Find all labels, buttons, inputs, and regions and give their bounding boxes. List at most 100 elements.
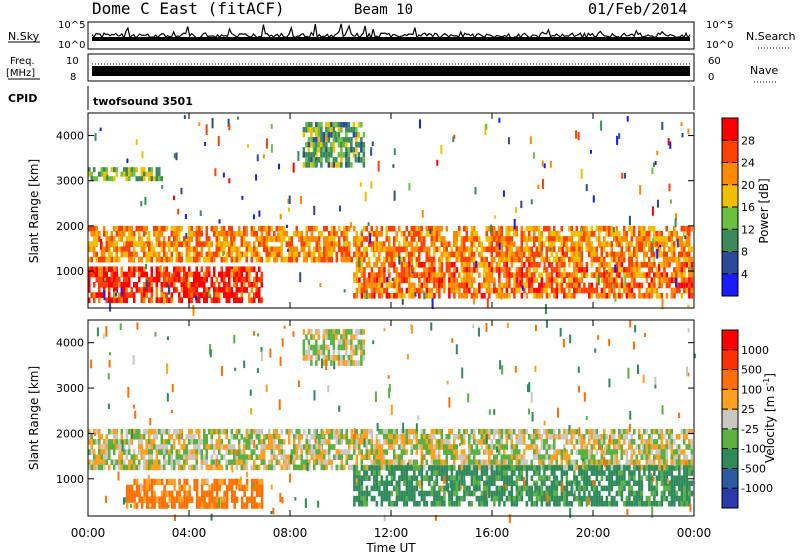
heatmap-cell <box>573 261 576 268</box>
heatmap-cell <box>360 485 364 492</box>
heatmap-speckle <box>541 178 544 190</box>
heatmap-cell <box>98 292 101 298</box>
heatmap-cell <box>673 231 676 237</box>
heatmap-cell <box>433 454 436 461</box>
heatmap-cell <box>340 251 343 258</box>
heatmap-cell <box>463 261 466 268</box>
heatmap-cell <box>555 490 559 497</box>
heatmap-cell <box>480 495 484 502</box>
heatmap-cell <box>205 464 208 471</box>
heatmap-speckle <box>183 115 186 119</box>
heatmap-cell <box>605 485 609 492</box>
heatmap-speckle <box>657 278 660 288</box>
heatmap-cell <box>378 272 381 278</box>
heatmap-cell <box>553 490 556 497</box>
heatmap-cell <box>250 496 254 503</box>
heatmap-cell <box>633 231 636 237</box>
heatmap-cell <box>98 271 101 278</box>
heatmap-cell <box>583 267 586 273</box>
heatmap-cell <box>638 272 641 278</box>
heatmap-speckle <box>408 183 411 191</box>
heatmap-cell <box>205 292 208 298</box>
heatmap-cell <box>352 147 356 153</box>
heatmap-cell <box>493 480 496 487</box>
heatmap-cell <box>315 241 318 247</box>
heatmap-cell <box>568 256 571 263</box>
heatmap-cell <box>628 272 631 278</box>
heatmap-cell <box>348 246 351 253</box>
heatmap-cell <box>365 428 368 435</box>
heatmap-cell <box>370 470 374 476</box>
heatmap-cell <box>233 276 236 283</box>
heatmap-cell <box>123 292 126 298</box>
heatmap-cell <box>255 281 258 288</box>
heatmap-cell <box>280 246 283 253</box>
heatmap-cell <box>653 428 656 435</box>
heatmap-cell <box>285 256 288 263</box>
heatmap-cell <box>163 251 166 258</box>
heatmap-cell <box>328 439 331 445</box>
heatmap-cell <box>418 236 421 242</box>
heatmap-speckle <box>145 280 148 290</box>
heatmap-cell <box>503 475 506 481</box>
heatmap-cell <box>578 490 581 497</box>
heatmap-cell <box>428 439 431 445</box>
heatmap-cell <box>170 225 173 232</box>
heatmap-cell <box>640 439 643 445</box>
heatmap-cell <box>185 459 188 466</box>
heatmap-cell <box>253 241 256 247</box>
heatmap-cell <box>428 444 431 450</box>
heatmap-cell <box>573 277 576 284</box>
heatmap-cell <box>365 449 368 455</box>
heatmap-cell <box>150 490 154 497</box>
heatmap-cell <box>580 485 584 492</box>
heatmap-cell <box>307 142 311 148</box>
heatmap-cell <box>498 470 501 476</box>
heatmap-cell <box>270 246 273 253</box>
heatmap-cell <box>595 433 598 440</box>
heatmap-cell <box>338 439 341 445</box>
heatmap-cell <box>228 271 231 278</box>
heatmap-cell <box>433 444 436 450</box>
heatmap-cell <box>433 428 436 435</box>
heatmap-cell <box>113 449 116 455</box>
heatmap-cell <box>545 454 548 461</box>
heatmap-cell <box>245 428 248 435</box>
heatmap-cell <box>135 251 138 258</box>
heatmap-cell <box>200 478 204 486</box>
heatmap-cell <box>243 490 246 497</box>
heatmap-cell <box>420 490 424 497</box>
heatmap-cell <box>385 231 388 237</box>
heatmap-cell <box>548 444 551 450</box>
heatmap-speckle <box>654 161 657 165</box>
heatmap-cell <box>185 246 188 253</box>
heatmap-cell <box>393 444 396 450</box>
heatmap-cell <box>595 495 599 502</box>
heatmap-cell <box>555 261 559 268</box>
heatmap-cell <box>505 251 508 258</box>
heatmap-cell <box>613 439 616 445</box>
heatmap-cell <box>378 231 381 237</box>
heatmap-cell <box>438 282 441 289</box>
heatmap-cell <box>338 454 341 461</box>
heatmap-cell <box>618 459 621 466</box>
heatmap-cell <box>228 459 231 466</box>
heatmap-cell <box>240 241 243 247</box>
heatmap-cell <box>453 485 456 492</box>
heatmap-speckle <box>532 152 535 159</box>
heatmap-cell <box>488 267 491 273</box>
heatmap-cell <box>488 225 491 232</box>
heatmap-cell <box>108 241 111 247</box>
heatmap-cell <box>595 277 599 284</box>
heatmap-cell <box>475 267 479 273</box>
heatmap-cell <box>383 485 386 492</box>
heatmap-cell <box>362 162 366 168</box>
heatmap-cell <box>388 500 391 507</box>
heatmap-cell <box>625 231 628 237</box>
heatmap-cell <box>203 287 206 293</box>
heatmap-cell <box>440 428 443 435</box>
heatmap-cell <box>245 256 248 263</box>
heatmap-cell <box>398 277 401 284</box>
heatmap-cell <box>628 292 631 299</box>
heatmap-cell <box>238 231 241 237</box>
